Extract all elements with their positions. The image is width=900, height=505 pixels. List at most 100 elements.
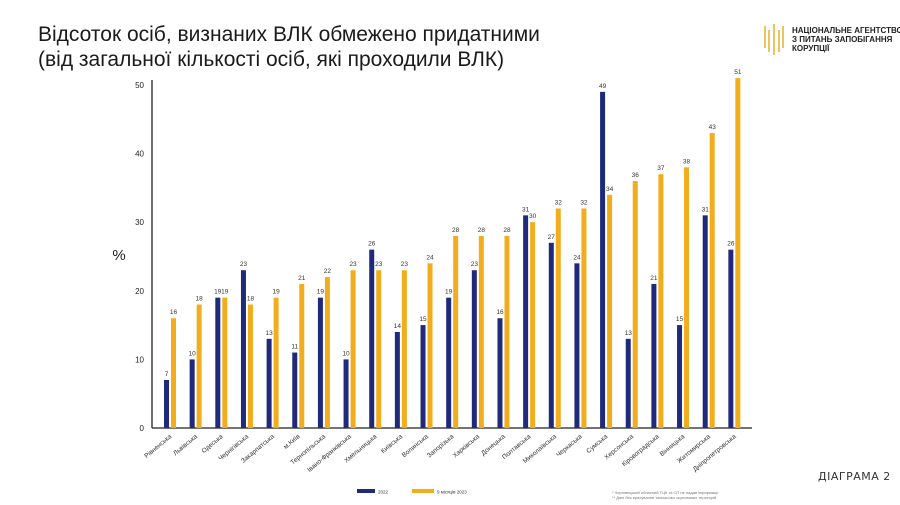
bar-2022 — [420, 325, 426, 428]
data-label: 13 — [625, 330, 633, 337]
logo-text: НАЦІОНАЛЬНЕ АГЕНТСТВО З ПИТАНЬ ЗАПОБІГАН… — [792, 26, 900, 53]
data-label: 28 — [478, 227, 486, 234]
bar-2023 — [735, 78, 741, 428]
bar-2023 — [324, 277, 330, 428]
data-label: 32 — [580, 199, 588, 206]
bar-2022 — [394, 331, 400, 428]
chart-title-line-2: (від загальної кількості осіб, які прохо… — [38, 48, 505, 71]
bar-2022 — [343, 359, 349, 428]
data-label: 51 — [734, 69, 742, 76]
bar-2022 — [446, 297, 452, 428]
x-tick-label: Київська — [380, 433, 405, 455]
data-label: 18 — [247, 296, 255, 303]
bar-2023 — [453, 235, 459, 428]
bar-2023 — [555, 208, 561, 428]
data-label: 22 — [324, 268, 332, 275]
bar-2023 — [658, 174, 664, 428]
y-tick-label: 50 — [135, 81, 144, 90]
bar-2022 — [164, 379, 169, 428]
bar-2023 — [273, 297, 279, 428]
data-label: 14 — [394, 323, 402, 330]
bar-2022 — [523, 215, 529, 428]
data-label: 28 — [503, 227, 511, 234]
legend-swatch-2023 — [412, 489, 434, 493]
footnotes: * Чернівецький обласний ТЦК та СП не над… — [612, 490, 718, 500]
data-label: 24 — [426, 254, 434, 261]
x-tick-label: Харківська — [451, 432, 481, 459]
bar-2023 — [299, 283, 305, 428]
bar-2022 — [369, 249, 375, 428]
logo-trident-icon — [764, 24, 784, 55]
data-label: 19 — [221, 289, 229, 296]
chart-title: Відсоток осіб, визнаних ВЛК обмежено при… — [38, 22, 540, 72]
bar-2023 — [684, 167, 690, 428]
data-label: 19 — [214, 289, 222, 296]
data-label: 23 — [401, 261, 409, 268]
x-tick-label: м.Київ — [283, 433, 302, 451]
y-tick-label: 0 — [140, 424, 145, 433]
data-label: 24 — [573, 254, 581, 261]
bar-2023 — [530, 222, 536, 428]
bar-2023 — [607, 194, 613, 428]
data-label: 16 — [496, 309, 504, 316]
bar-2022 — [317, 297, 323, 428]
x-tick-label: Рівненська — [143, 432, 174, 460]
data-label: 15 — [676, 316, 684, 323]
data-label: 23 — [240, 261, 248, 268]
y-tick-label: 10 — [135, 355, 144, 364]
x-tick-label: Дніпропетровська — [691, 432, 738, 473]
data-label: 23 — [375, 261, 383, 268]
data-label: 38 — [683, 158, 691, 165]
bar-2022 — [215, 297, 221, 428]
data-label: 31 — [702, 206, 710, 213]
bar-2023 — [581, 208, 587, 428]
data-label: 19 — [272, 289, 280, 296]
data-label: 21 — [650, 275, 658, 282]
data-label: 10 — [342, 350, 350, 357]
bar-2022 — [471, 270, 477, 428]
bar-2022 — [548, 242, 554, 428]
bar-2022 — [728, 249, 734, 428]
data-label: 19 — [317, 289, 325, 296]
bar-2023 — [504, 235, 510, 428]
logo-line: КОРУПЦІЇ — [792, 43, 830, 53]
bar-2022 — [240, 270, 246, 428]
x-tick-label: Одеська — [201, 433, 225, 455]
data-label: 10 — [189, 350, 197, 357]
data-label: 19 — [445, 289, 453, 296]
bar-2023 — [196, 304, 202, 428]
bar-2022 — [189, 359, 195, 428]
footnote: ** Дані без врахування тимчасово окупова… — [612, 495, 717, 500]
bar-2022 — [266, 338, 272, 428]
data-label: 27 — [548, 234, 556, 241]
data-label: 43 — [709, 124, 717, 131]
data-label: 26 — [727, 241, 735, 248]
bar-2022 — [574, 263, 580, 428]
nazk-logo: НАЦІОНАЛЬНЕ АГЕНТСТВО З ПИТАНЬ ЗАПОБІГАН… — [762, 22, 900, 56]
bar-2022 — [600, 91, 606, 429]
y-tick-label: 20 — [135, 287, 144, 296]
bar-2022 — [625, 338, 631, 428]
data-label: 15 — [419, 316, 427, 323]
data-label: 36 — [632, 172, 640, 179]
bar-2022 — [497, 318, 503, 428]
bar-2023 — [632, 181, 638, 428]
data-label: 30 — [529, 213, 537, 220]
x-tick-label: Львівська — [171, 432, 199, 457]
data-label: 32 — [555, 199, 563, 206]
data-label: 21 — [298, 275, 306, 282]
bar-2023 — [427, 263, 433, 428]
data-label: 26 — [368, 241, 376, 248]
chart-title-line-1: Відсоток осіб, визнаних ВЛК обмежено при… — [38, 23, 540, 46]
bar-2023 — [247, 304, 253, 428]
data-label: 11 — [291, 344, 298, 351]
x-tick-label: Черкаська — [555, 433, 584, 459]
bar-2023 — [350, 270, 356, 428]
bar-2022 — [677, 325, 683, 428]
logo-line: НАЦІОНАЛЬНЕ АГЕНТСТВО — [792, 25, 900, 35]
x-tick-label: Запорізька — [425, 432, 455, 459]
bar-2023 — [709, 133, 715, 428]
data-label: 34 — [606, 186, 614, 193]
bar-2022 — [702, 215, 708, 428]
data-label: 37 — [657, 165, 665, 172]
